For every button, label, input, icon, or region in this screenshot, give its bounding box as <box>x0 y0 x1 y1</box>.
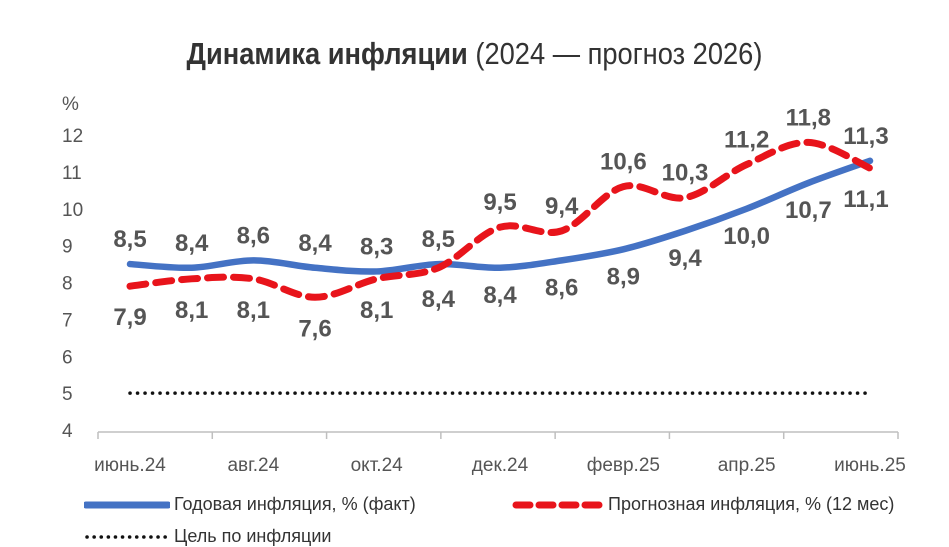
y-tick-label: 6 <box>62 347 73 368</box>
legend-label-target: Цель по инфляции <box>174 526 332 546</box>
fact-data-label: 8,6 <box>237 222 270 249</box>
forecast-data-label: 11,1 <box>843 186 888 213</box>
fact-data-label: 8,4 <box>483 282 517 309</box>
forecast-data-label: 11,2 <box>724 127 769 154</box>
forecast-data-label: 10,6 <box>600 149 647 176</box>
fact-data-label: 8,9 <box>607 263 640 290</box>
y-tick-label: 11 <box>62 163 82 184</box>
legend-swatch-forecast <box>512 501 604 508</box>
x-axis: июнь.24 авг.24 окт.24 дек.24 февр.25 апр.25 ию… <box>94 431 906 476</box>
chart-title-main: Динамика инфляции <box>186 36 468 71</box>
forecast-data-label: 10,3 <box>662 160 709 187</box>
fact-data-label: 8,4 <box>298 230 332 257</box>
x-tick-label: дек.24 <box>472 455 529 476</box>
legend-swatch-target <box>85 534 170 539</box>
y-tick-label: 12 <box>62 126 83 147</box>
forecast-data-label: 8,4 <box>422 286 456 313</box>
legend-item-target: Цель по инфляции <box>84 526 331 547</box>
x-tick-label: апр.25 <box>718 455 776 476</box>
fact-data-label: 10,0 <box>723 223 770 250</box>
legend-item-fact: Годовая инфляция, % (факт) <box>84 494 416 515</box>
legend-item-forecast: Прогнозная инфляция, % (12 мес) <box>512 494 894 515</box>
fact-data-label: 8,3 <box>360 233 393 260</box>
forecast-data-label: 7,6 <box>298 315 331 342</box>
fact-data-label: 11,3 <box>843 123 888 150</box>
x-tick-label: февр.25 <box>587 455 660 476</box>
forecast-data-label: 11,8 <box>786 104 831 131</box>
legend-label-forecast: Прогнозная инфляция, % (12 мес) <box>608 494 895 514</box>
y-tick-label: 8 <box>62 274 73 295</box>
fact-data-label: 10,7 <box>785 197 832 224</box>
legend-label-fact: Годовая инфляция, % (факт) <box>174 494 416 514</box>
series-lines <box>126 138 874 395</box>
legend-swatch-fact <box>84 501 170 508</box>
forecast-data-label: 8,1 <box>360 297 393 324</box>
forecast-data-label: 8,1 <box>175 297 208 324</box>
x-tick-label: авг.24 <box>227 455 279 476</box>
forecast-data-label: 8,1 <box>237 297 270 324</box>
y-axis-unit: % <box>62 94 79 115</box>
y-tick-label: 7 <box>62 310 73 331</box>
y-tick-label: 10 <box>62 200 83 221</box>
fact-data-label: 8,6 <box>545 274 578 301</box>
fact-data-label: 9,4 <box>668 245 702 272</box>
forecast-line <box>126 138 874 301</box>
forecast-data-label: 9,5 <box>483 189 516 216</box>
fact-line <box>126 157 874 275</box>
forecast-data-label: 9,4 <box>545 193 579 220</box>
chart-title-sub: (2024 — прогноз 2026) <box>475 36 763 71</box>
data-labels: 8,5 7,9 8,4 8,1 8,6 8,1 8,4 7,6 8,3 8,1 8,5 8,4 8,4 9… <box>113 104 888 342</box>
fact-data-label: 8,5 <box>422 226 455 253</box>
y-tick-label: 5 <box>62 384 73 405</box>
x-tick-label: окт.24 <box>351 455 404 476</box>
fact-data-label: 8,4 <box>175 230 209 257</box>
y-axis: % 4 5 6 7 8 9 10 11 12 <box>62 94 83 442</box>
x-tick-label: июнь.25 <box>834 455 906 476</box>
fact-data-label: 8,5 <box>113 226 146 253</box>
chart-title: Динамика инфляции (2024 — прогноз 2026) <box>57 36 892 72</box>
y-tick-label: 4 <box>62 421 73 442</box>
x-tick-label: июнь.24 <box>94 455 166 476</box>
y-tick-label: 9 <box>62 237 73 258</box>
forecast-data-label: 7,9 <box>113 304 146 331</box>
